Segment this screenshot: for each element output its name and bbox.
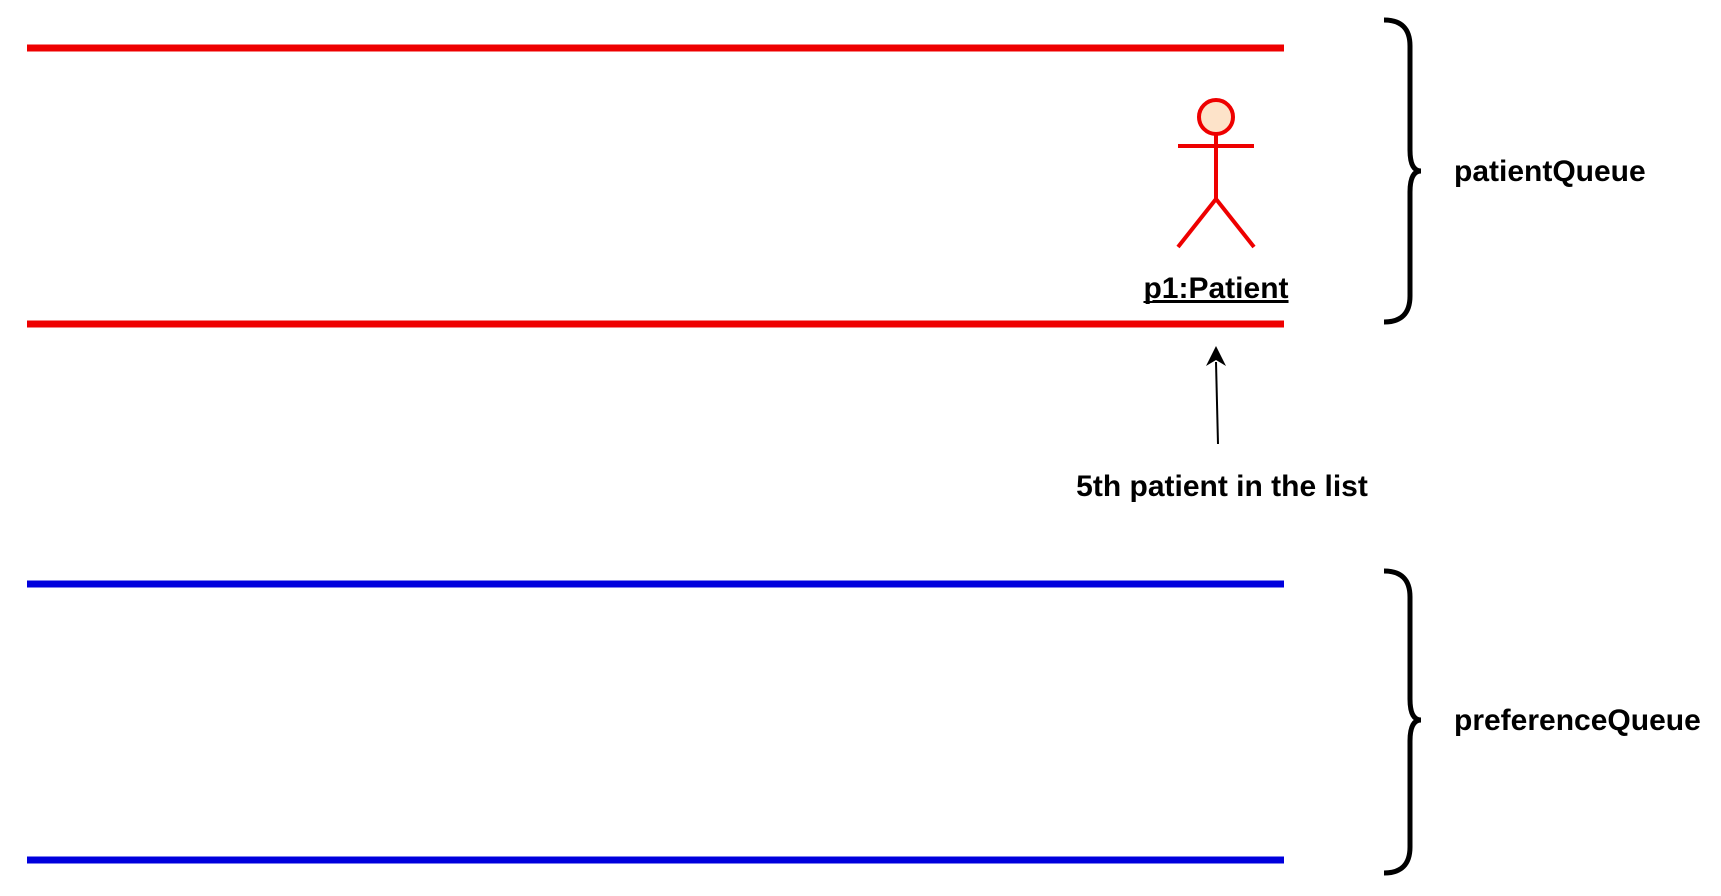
pointer-label: 5th patient in the list [1076, 470, 1368, 503]
actor-head [1197, 98, 1235, 136]
stick-figure-icon [1176, 98, 1256, 249]
preference-queue-lane [27, 580, 1284, 864]
preference-queue-label: preferenceQueue [1454, 704, 1701, 737]
actor-left-leg [1176, 197, 1218, 249]
patient-queue-brace [1383, 17, 1422, 325]
patient-queue-label: patientQueue [1454, 155, 1646, 188]
pointer-arrow-shaft [1215, 361, 1219, 445]
actor-right-leg [1214, 197, 1256, 249]
actor-label: p1:Patient [1143, 272, 1288, 305]
pointer-arrow-head [1206, 346, 1226, 366]
pointer-arrow [1206, 346, 1226, 445]
preference-queue-brace [1383, 568, 1422, 876]
patient-queue-lane [27, 44, 1284, 328]
